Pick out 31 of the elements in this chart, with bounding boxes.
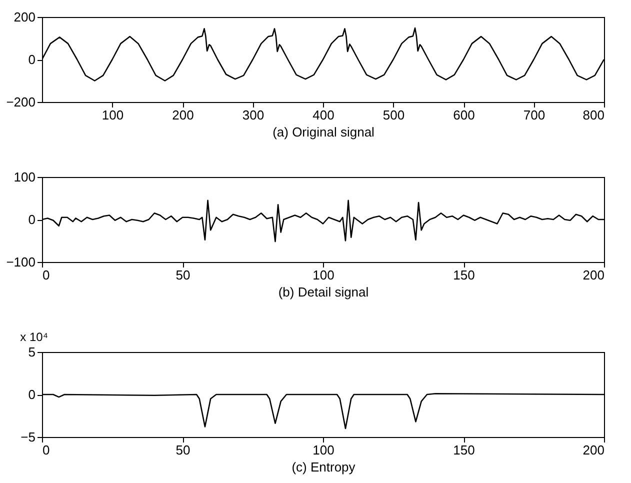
y-tick-label: 200 bbox=[14, 10, 36, 24]
x-tick-label: 0 bbox=[42, 442, 50, 458]
y-tick-label: 0 bbox=[28, 52, 36, 67]
x-tick-label: 400 bbox=[312, 108, 334, 122]
x-tick-label: 200 bbox=[582, 268, 604, 282]
y-tick-label: 0 bbox=[28, 387, 36, 402]
x-tick-label: 200 bbox=[582, 442, 604, 458]
x-tick-label: 50 bbox=[176, 442, 190, 458]
x-tick-label: 50 bbox=[176, 268, 190, 282]
x-tick-label: 200 bbox=[172, 108, 194, 122]
x-tick-label: 700 bbox=[523, 108, 546, 122]
x-tick-label: 100 bbox=[312, 442, 334, 458]
x-tick-label: 150 bbox=[453, 268, 475, 282]
x-tick-label: 600 bbox=[453, 108, 475, 122]
y-tick-label: −200 bbox=[6, 94, 36, 110]
y-tick-label: −100 bbox=[6, 254, 36, 270]
y-tick-label: 0 bbox=[28, 212, 36, 227]
x-tick-label: 150 bbox=[453, 442, 475, 458]
x-axis-title: (c) Entropy bbox=[292, 460, 356, 474]
y-tick-label: −5 bbox=[20, 430, 36, 444]
x-tick-label: 500 bbox=[382, 108, 405, 122]
x-tick-label: 800 bbox=[582, 108, 604, 122]
x-tick-label: 100 bbox=[102, 108, 124, 122]
x-axis-title: (b) Detail signal bbox=[278, 284, 369, 300]
text: x 10⁴ bbox=[20, 330, 48, 344]
x-axis-title: (a) Original signal bbox=[272, 124, 375, 140]
y-tick-label: 100 bbox=[14, 170, 36, 184]
x-tick-label: 100 bbox=[312, 268, 334, 282]
x-tick-label: 0 bbox=[42, 268, 50, 282]
x-tick-label: 300 bbox=[242, 108, 264, 122]
y-tick-label: 5 bbox=[28, 344, 36, 360]
